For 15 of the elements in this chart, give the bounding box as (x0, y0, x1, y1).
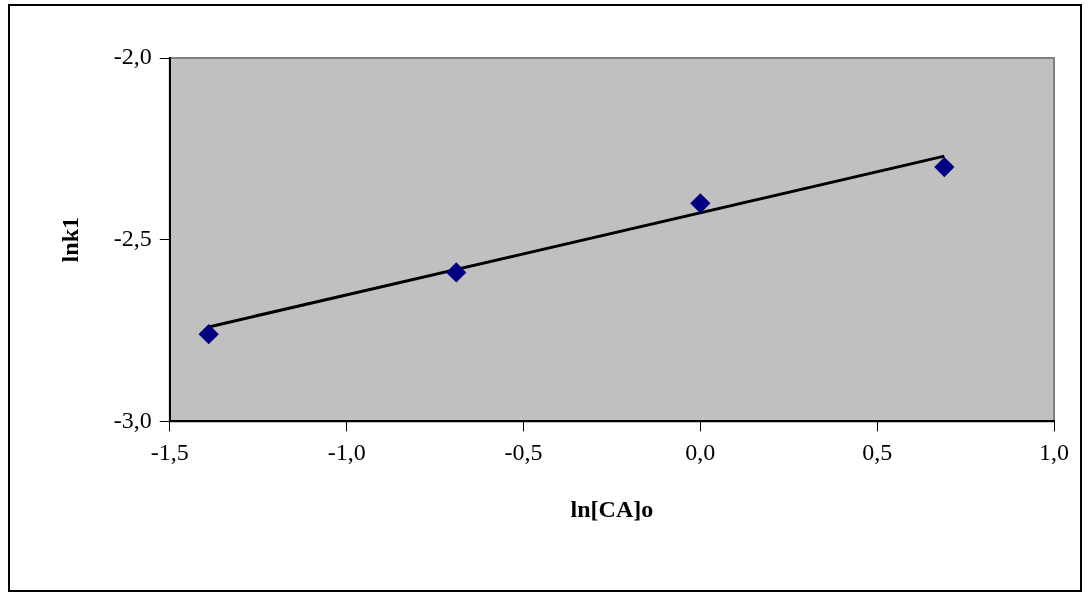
y-tick-label: -3,0 (113, 406, 152, 433)
x-tick-label: 0,5 (862, 439, 893, 466)
x-tick-label: -1,0 (327, 439, 366, 466)
y-tick-label: -2,0 (113, 43, 152, 70)
x-tick-label: 1,0 (1039, 439, 1069, 466)
x-axis-title: ln[CA]o (570, 495, 654, 522)
point (446, 262, 466, 282)
point (690, 193, 710, 213)
point (934, 157, 954, 177)
y-tick-label: -2,5 (113, 225, 152, 251)
x-tick-label: -0,5 (504, 439, 543, 466)
x-tick-label: 0,0 (685, 439, 716, 466)
point (199, 324, 219, 344)
y-axis-title: lnk1 (56, 217, 83, 263)
x-tick-label: -1,5 (150, 439, 189, 466)
